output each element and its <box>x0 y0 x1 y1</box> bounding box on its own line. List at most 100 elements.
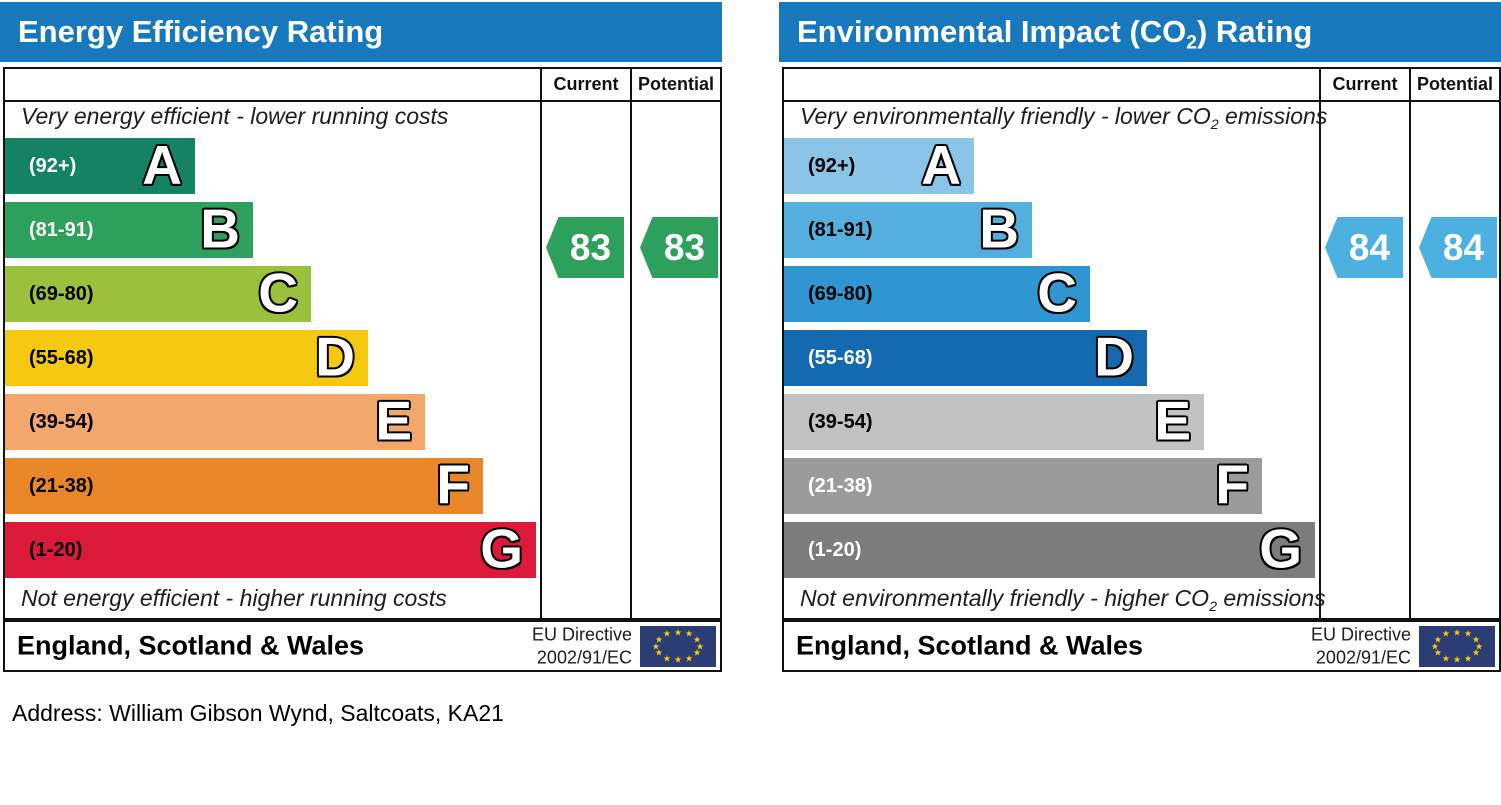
eu-star-icon: ★ <box>1472 647 1481 658</box>
band-range-label: (39-54) <box>29 410 94 433</box>
band-bar: (55-68) D <box>784 326 1147 388</box>
band-range-label: (55-68) <box>29 346 94 369</box>
band-letter: B <box>979 197 1019 260</box>
band-range-label: (1-20) <box>29 538 83 561</box>
band-row: (39-54) E <box>784 390 1319 452</box>
eu-star-icon: ★ <box>695 641 705 651</box>
band-row: (92+) A <box>784 134 1319 196</box>
eu-star-icon: ★ <box>1433 634 1442 645</box>
eu-star-icon: ★ <box>1463 653 1473 664</box>
band-bar: (21-38) F <box>784 454 1262 516</box>
band-row: (21-38) F <box>784 454 1319 516</box>
band-letter: C <box>1037 261 1077 324</box>
band-bar: (55-68) D <box>5 326 368 388</box>
band-row: (69-80) C <box>784 262 1319 324</box>
potential-rating-value: 83 <box>663 226 706 268</box>
eu-star-icon: ★ <box>673 627 683 638</box>
current-rating-value: 84 <box>1348 226 1391 268</box>
footer-region-label: England, Scotland & Wales <box>17 630 365 661</box>
band-range-label: (81-91) <box>29 218 94 241</box>
column-header-row <box>784 69 1499 102</box>
band-letter: A <box>142 133 182 196</box>
eu-directive-label: EU Directive 2002/91/EC <box>1310 624 1411 668</box>
eu-star-icon: ★ <box>1452 654 1462 665</box>
energy-chart-title: Energy Efficiency Rating <box>18 14 384 49</box>
band-row: (81-91) B <box>784 198 1319 260</box>
eu-star-icon: ★ <box>651 641 660 651</box>
potential-column-header: Potential <box>637 74 714 94</box>
band-letter: C <box>258 261 298 324</box>
eu-star-icon: ★ <box>1441 653 1451 664</box>
band-letter: E <box>1154 389 1191 452</box>
eu-flag-icon: ★ ★ ★ ★ ★ ★ ★ ★ ★ ★ ★ ★ <box>1419 626 1495 667</box>
band-row: (69-80) C <box>5 262 540 324</box>
potential-column-header: Potential <box>1416 74 1493 94</box>
band-letter: A <box>921 133 961 196</box>
band-bar: (92+) A <box>784 134 974 196</box>
band-letter: G <box>480 517 523 580</box>
band-letter: E <box>375 389 412 452</box>
top-caption: Very energy efficient - lower running co… <box>21 103 449 129</box>
current-rating-arrow: 84 <box>1325 217 1403 278</box>
rating-bands: (92+) A (81-91) B (69-80) C (55-68) D (3… <box>784 134 1319 586</box>
band-letter: G <box>1259 517 1302 580</box>
bottom-caption: Not environmentally friendly - higher CO… <box>800 585 1326 615</box>
band-row: (1-20) G <box>784 518 1319 580</box>
current-column-header: Current <box>553 74 619 94</box>
band-bar: (1-20) G <box>784 518 1315 580</box>
eu-star-icon: ★ <box>684 628 694 639</box>
eu-star-icon: ★ <box>673 654 683 665</box>
band-row: (92+) A <box>5 134 540 196</box>
co2-chart-table: Current Potential Very environmentally f… <box>782 67 1501 620</box>
band-bar: (69-80) C <box>5 262 311 324</box>
band-bar: (21-38) F <box>5 454 483 516</box>
band-bar: (81-91) B <box>5 198 253 260</box>
energy-chart-table: Current Potential Very energy efficient … <box>3 67 722 620</box>
eu-star-icon: ★ <box>1433 647 1442 658</box>
band-bar: (39-54) E <box>5 390 425 452</box>
band-range-label: (21-38) <box>808 474 873 497</box>
co2-chart-title-bar: Environmental Impact (CO2) Rating <box>779 2 1501 62</box>
band-row: (21-38) F <box>5 454 540 516</box>
eu-star-icon: ★ <box>1430 641 1439 651</box>
band-range-label: (69-80) <box>29 282 94 305</box>
bottom-caption: Not energy efficient - higher running co… <box>21 585 447 611</box>
eu-star-icon: ★ <box>1441 628 1451 639</box>
band-letter: B <box>200 197 240 260</box>
energy-chart-footer: England, Scotland & Wales EU Directive 2… <box>3 620 722 672</box>
eu-star-icon: ★ <box>1452 627 1462 638</box>
eu-star-icon: ★ <box>1463 628 1473 639</box>
band-bar: (39-54) E <box>784 390 1204 452</box>
band-letter: D <box>1094 325 1134 388</box>
band-row: (39-54) E <box>5 390 540 452</box>
band-range-label: (55-68) <box>808 346 873 369</box>
potential-rating-value: 84 <box>1442 226 1485 268</box>
current-rating-value: 83 <box>569 226 612 268</box>
band-range-label: (39-54) <box>808 410 873 433</box>
band-row: (55-68) D <box>784 326 1319 388</box>
eu-star-icon: ★ <box>684 653 694 664</box>
eu-star-icon: ★ <box>662 653 672 664</box>
eu-star-icon: ★ <box>693 634 702 645</box>
potential-column-divider <box>630 69 632 618</box>
eu-directive-label: EU Directive 2002/91/EC <box>531 624 632 668</box>
band-range-label: (92+) <box>29 154 77 177</box>
current-column-divider <box>1319 69 1321 618</box>
band-row: (1-20) G <box>5 518 540 580</box>
eu-star-icon: ★ <box>654 647 663 658</box>
band-range-label: (81-91) <box>808 218 873 241</box>
eu-star-icon: ★ <box>654 634 663 645</box>
energy-efficiency-chart: Energy Efficiency Rating Current Potenti… <box>0 0 722 672</box>
band-range-label: (92+) <box>808 154 856 177</box>
eu-star-icon: ★ <box>1472 634 1481 645</box>
co2-chart-footer: England, Scotland & Wales EU Directive 2… <box>782 620 1501 672</box>
band-bar: (81-91) B <box>784 198 1032 260</box>
band-letter: D <box>315 325 355 388</box>
band-range-label: (1-20) <box>808 538 862 561</box>
column-header-row <box>5 69 720 102</box>
band-range-label: (21-38) <box>29 474 94 497</box>
band-row: (55-68) D <box>5 326 540 388</box>
potential-rating-arrow: 83 <box>640 217 718 278</box>
band-bar: (92+) A <box>5 134 195 196</box>
